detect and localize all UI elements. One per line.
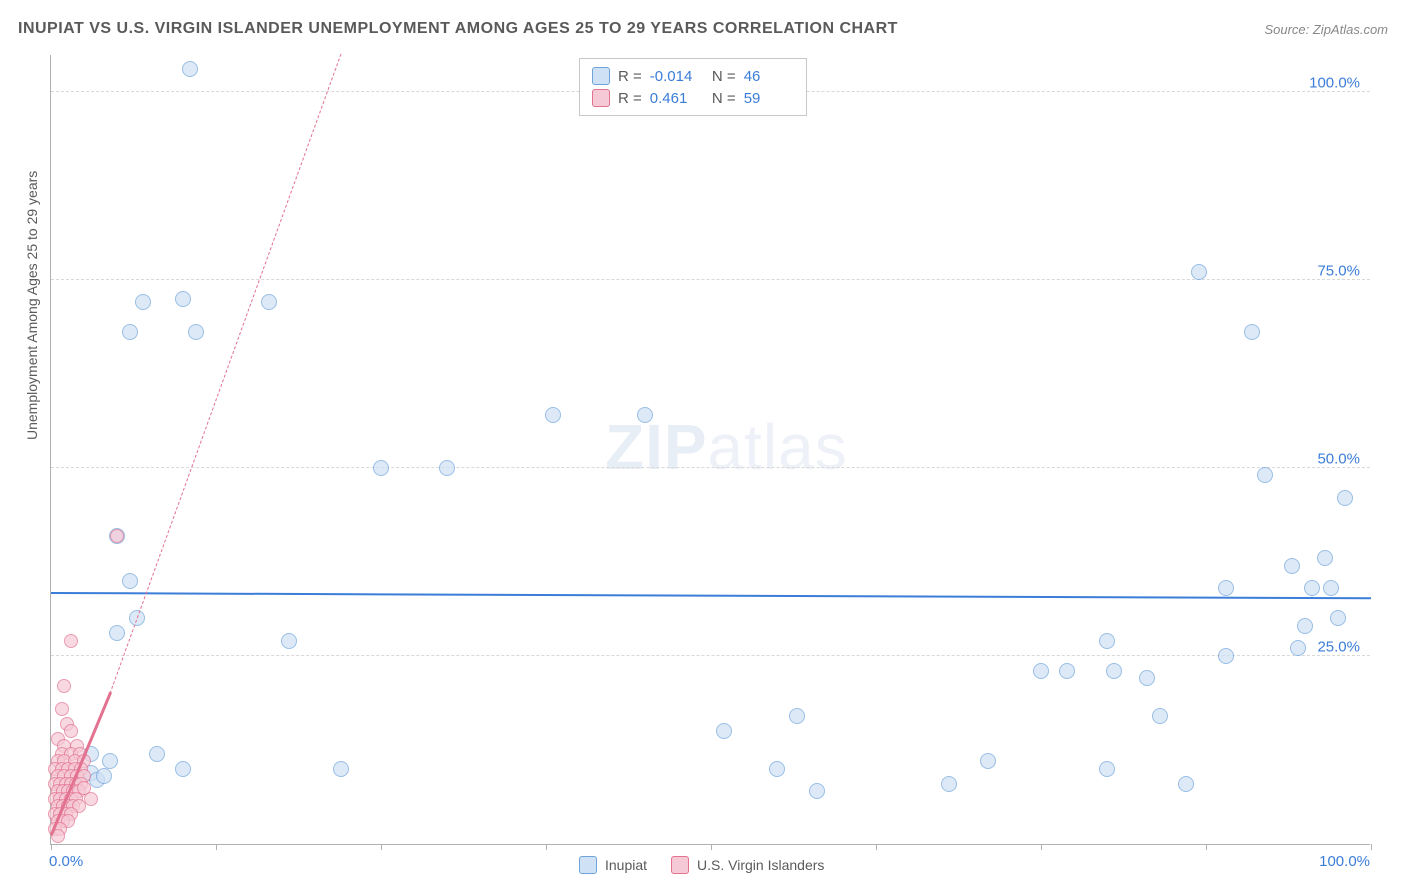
r-label: R = <box>618 90 642 107</box>
gridline-h <box>51 467 1370 468</box>
inupiat-point <box>1323 580 1339 596</box>
x-tick <box>51 844 52 850</box>
inupiat-point <box>769 761 785 777</box>
inupiat-point <box>637 407 653 423</box>
n-label: N = <box>708 68 736 85</box>
chart-title: INUPIAT VS U.S. VIRGIN ISLANDER UNEMPLOY… <box>18 20 898 38</box>
inupiat-point <box>1099 633 1115 649</box>
legend-label: Inupiat <box>605 857 647 873</box>
inupiat-point <box>1059 663 1075 679</box>
x-tick <box>381 844 382 850</box>
inupiat-point <box>122 573 138 589</box>
inupiat-point <box>716 723 732 739</box>
inupiat-point <box>135 294 151 310</box>
n-label: N = <box>708 90 736 107</box>
y-tick-label: 100.0% <box>1309 74 1360 91</box>
usvi-point <box>64 724 78 738</box>
usvi-point <box>57 679 71 693</box>
x-tick <box>1206 844 1207 850</box>
inupiat-point <box>789 708 805 724</box>
inupiat-point <box>188 324 204 340</box>
inupiat-point <box>1218 580 1234 596</box>
x-tick-label: 0.0% <box>49 853 83 870</box>
legend-swatch <box>671 856 689 874</box>
inupiat-point <box>1033 663 1049 679</box>
x-tick <box>876 844 877 850</box>
inupiat-point <box>1284 558 1300 574</box>
inupiat-point <box>1337 490 1353 506</box>
y-tick-label: 50.0% <box>1317 450 1360 467</box>
inupiat-point <box>373 460 389 476</box>
inupiat-point <box>109 625 125 641</box>
legend-swatch <box>579 856 597 874</box>
inupiat-point <box>333 761 349 777</box>
inupiat-point <box>1139 670 1155 686</box>
inupiat-point <box>941 776 957 792</box>
usvi-point <box>84 792 98 806</box>
legend-swatch <box>592 67 610 85</box>
x-tick <box>1041 844 1042 850</box>
legend-label: U.S. Virgin Islanders <box>697 857 824 873</box>
inupiat-point <box>281 633 297 649</box>
legend-item: U.S. Virgin Islanders <box>671 856 824 874</box>
inupiat-point <box>439 460 455 476</box>
y-tick-label: 75.0% <box>1317 262 1360 279</box>
inupiat-point <box>1297 618 1313 634</box>
inupiat-point <box>1257 467 1273 483</box>
inupiat-point <box>1152 708 1168 724</box>
source-attribution: Source: ZipAtlas.com <box>1264 22 1388 37</box>
r-value: 0.461 <box>650 90 700 107</box>
inupiat-point <box>175 291 191 307</box>
x-tick <box>1371 844 1372 850</box>
inupiat-point <box>122 324 138 340</box>
x-tick <box>711 844 712 850</box>
usvi-trend-dash <box>110 53 342 693</box>
inupiat-point <box>980 753 996 769</box>
plot-area: ZIPatlas 25.0%50.0%75.0%100.0%0.0%100.0%… <box>50 55 1370 845</box>
inupiat-point <box>1244 324 1260 340</box>
inupiat-point <box>182 61 198 77</box>
legend-swatch <box>592 89 610 107</box>
inupiat-point <box>545 407 561 423</box>
usvi-point <box>55 702 69 716</box>
n-value: 59 <box>744 90 794 107</box>
inupiat-point <box>149 746 165 762</box>
n-value: 46 <box>744 68 794 85</box>
title-bar: INUPIAT VS U.S. VIRGIN ISLANDER UNEMPLOY… <box>18 20 1388 38</box>
inupiat-point <box>175 761 191 777</box>
inupiat-point <box>1304 580 1320 596</box>
inupiat-point <box>96 768 112 784</box>
watermark-bold: ZIP <box>605 411 708 483</box>
stats-row: R = -0.014 N = 46 <box>592 65 794 87</box>
x-tick <box>216 844 217 850</box>
y-axis-label: Unemployment Among Ages 25 to 29 years <box>24 171 40 440</box>
r-label: R = <box>618 68 642 85</box>
inupiat-point <box>261 294 277 310</box>
gridline-h <box>51 279 1370 280</box>
usvi-point <box>110 529 124 543</box>
stats-row: R = 0.461 N = 59 <box>592 87 794 109</box>
inupiat-point <box>1106 663 1122 679</box>
gridline-h <box>51 655 1370 656</box>
inupiat-point <box>1191 264 1207 280</box>
stats-legend: R = -0.014 N = 46 R = 0.461 N = 59 <box>579 58 807 116</box>
inupiat-point <box>1178 776 1194 792</box>
inupiat-point <box>102 753 118 769</box>
x-tick <box>546 844 547 850</box>
x-tick-label: 100.0% <box>1319 853 1370 870</box>
inupiat-point <box>1218 648 1234 664</box>
inupiat-point <box>1099 761 1115 777</box>
usvi-point <box>64 634 78 648</box>
inupiat-point <box>1317 550 1333 566</box>
inupiat-point <box>1290 640 1306 656</box>
legend-item: Inupiat <box>579 856 647 874</box>
series-legend: Inupiat U.S. Virgin Islanders <box>579 856 824 874</box>
inupiat-trend <box>51 592 1371 599</box>
chart-container: INUPIAT VS U.S. VIRGIN ISLANDER UNEMPLOY… <box>0 0 1406 892</box>
r-value: -0.014 <box>650 68 700 85</box>
y-tick-label: 25.0% <box>1317 638 1360 655</box>
inupiat-point <box>1330 610 1346 626</box>
inupiat-point <box>809 783 825 799</box>
watermark-thin: atlas <box>708 411 848 483</box>
